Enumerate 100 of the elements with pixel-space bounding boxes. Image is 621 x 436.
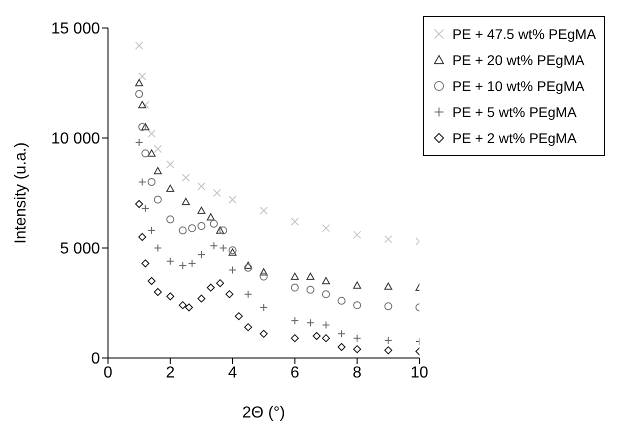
point — [353, 345, 362, 354]
point — [154, 167, 162, 174]
point — [197, 250, 206, 259]
point — [166, 184, 174, 192]
point — [148, 130, 156, 138]
point — [188, 259, 196, 268]
y-tick-label: 0 — [91, 350, 100, 368]
point — [141, 149, 150, 158]
point — [306, 286, 314, 294]
point — [213, 189, 221, 197]
point — [188, 224, 196, 232]
point — [138, 123, 146, 131]
point — [322, 224, 330, 232]
legend-label: PE + 5 wt% PEgMA — [452, 103, 577, 122]
point — [353, 230, 362, 239]
point — [135, 42, 144, 50]
point — [154, 196, 162, 204]
point — [197, 206, 206, 214]
point — [197, 182, 206, 190]
point — [178, 226, 187, 234]
point — [154, 145, 162, 153]
point — [338, 296, 346, 305]
point — [135, 79, 144, 86]
y-tick-label: 5 000 — [60, 240, 100, 258]
point — [219, 226, 228, 234]
point — [141, 101, 150, 109]
point — [154, 244, 162, 252]
point — [260, 303, 268, 312]
point — [306, 272, 314, 280]
point — [338, 330, 346, 338]
point — [148, 149, 156, 157]
point — [290, 316, 299, 325]
point — [353, 281, 362, 289]
point — [322, 334, 330, 342]
point — [148, 277, 156, 285]
point — [182, 198, 190, 206]
point — [138, 233, 146, 241]
point — [138, 101, 146, 108]
point — [182, 174, 190, 182]
point — [197, 222, 206, 230]
point — [228, 266, 237, 274]
point — [141, 204, 150, 212]
y-tick-label: 15 000 — [51, 20, 100, 38]
point — [141, 259, 150, 268]
point — [228, 196, 237, 204]
point — [244, 290, 252, 298]
point — [135, 138, 144, 146]
legend-label: PE + 20 wt% PEgMA — [452, 51, 584, 70]
point — [244, 262, 252, 269]
point — [210, 220, 218, 228]
point — [384, 302, 392, 310]
point — [166, 292, 174, 300]
point — [166, 160, 174, 168]
legend-label: PE + 2 wt% PEgMA — [452, 129, 577, 148]
point — [384, 346, 392, 354]
point — [206, 284, 215, 292]
point — [260, 330, 268, 338]
point — [384, 336, 392, 344]
point — [260, 268, 268, 276]
y-axis-title: Intensity (u.a.) — [12, 142, 30, 244]
point — [338, 343, 346, 351]
point — [219, 244, 228, 252]
point — [234, 312, 243, 320]
x-tick-label: 4 — [228, 364, 238, 382]
point — [322, 277, 330, 284]
point — [135, 200, 144, 208]
point — [290, 272, 299, 280]
x-tick-label: 8 — [352, 364, 362, 382]
point — [166, 257, 174, 266]
legend-label: PE + 47.5 wt% PEgMA — [452, 25, 596, 44]
point — [306, 318, 314, 327]
point — [184, 303, 193, 312]
y-tick-label: 10 000 — [51, 130, 100, 148]
point — [244, 264, 252, 272]
point — [322, 321, 330, 329]
x-tick-label: 10 — [410, 364, 428, 382]
x-axis-title: 2Θ (°) — [242, 404, 286, 422]
point — [384, 235, 392, 244]
point — [384, 282, 392, 290]
point — [353, 301, 362, 310]
point — [210, 242, 218, 250]
point — [135, 90, 144, 98]
point — [225, 290, 234, 298]
point — [141, 123, 150, 130]
point — [290, 334, 299, 342]
point — [138, 72, 146, 80]
point — [178, 262, 187, 270]
point — [206, 213, 215, 220]
point — [260, 272, 268, 281]
point — [166, 215, 174, 224]
point — [353, 334, 362, 342]
legend-label: PE + 10 wt% PEgMA — [452, 77, 584, 96]
point — [290, 284, 299, 292]
point — [260, 206, 268, 215]
point — [312, 332, 321, 340]
point — [216, 226, 224, 234]
point — [216, 279, 224, 288]
point — [148, 226, 156, 234]
point — [148, 178, 156, 186]
x-tick-label: 2 — [166, 364, 175, 382]
